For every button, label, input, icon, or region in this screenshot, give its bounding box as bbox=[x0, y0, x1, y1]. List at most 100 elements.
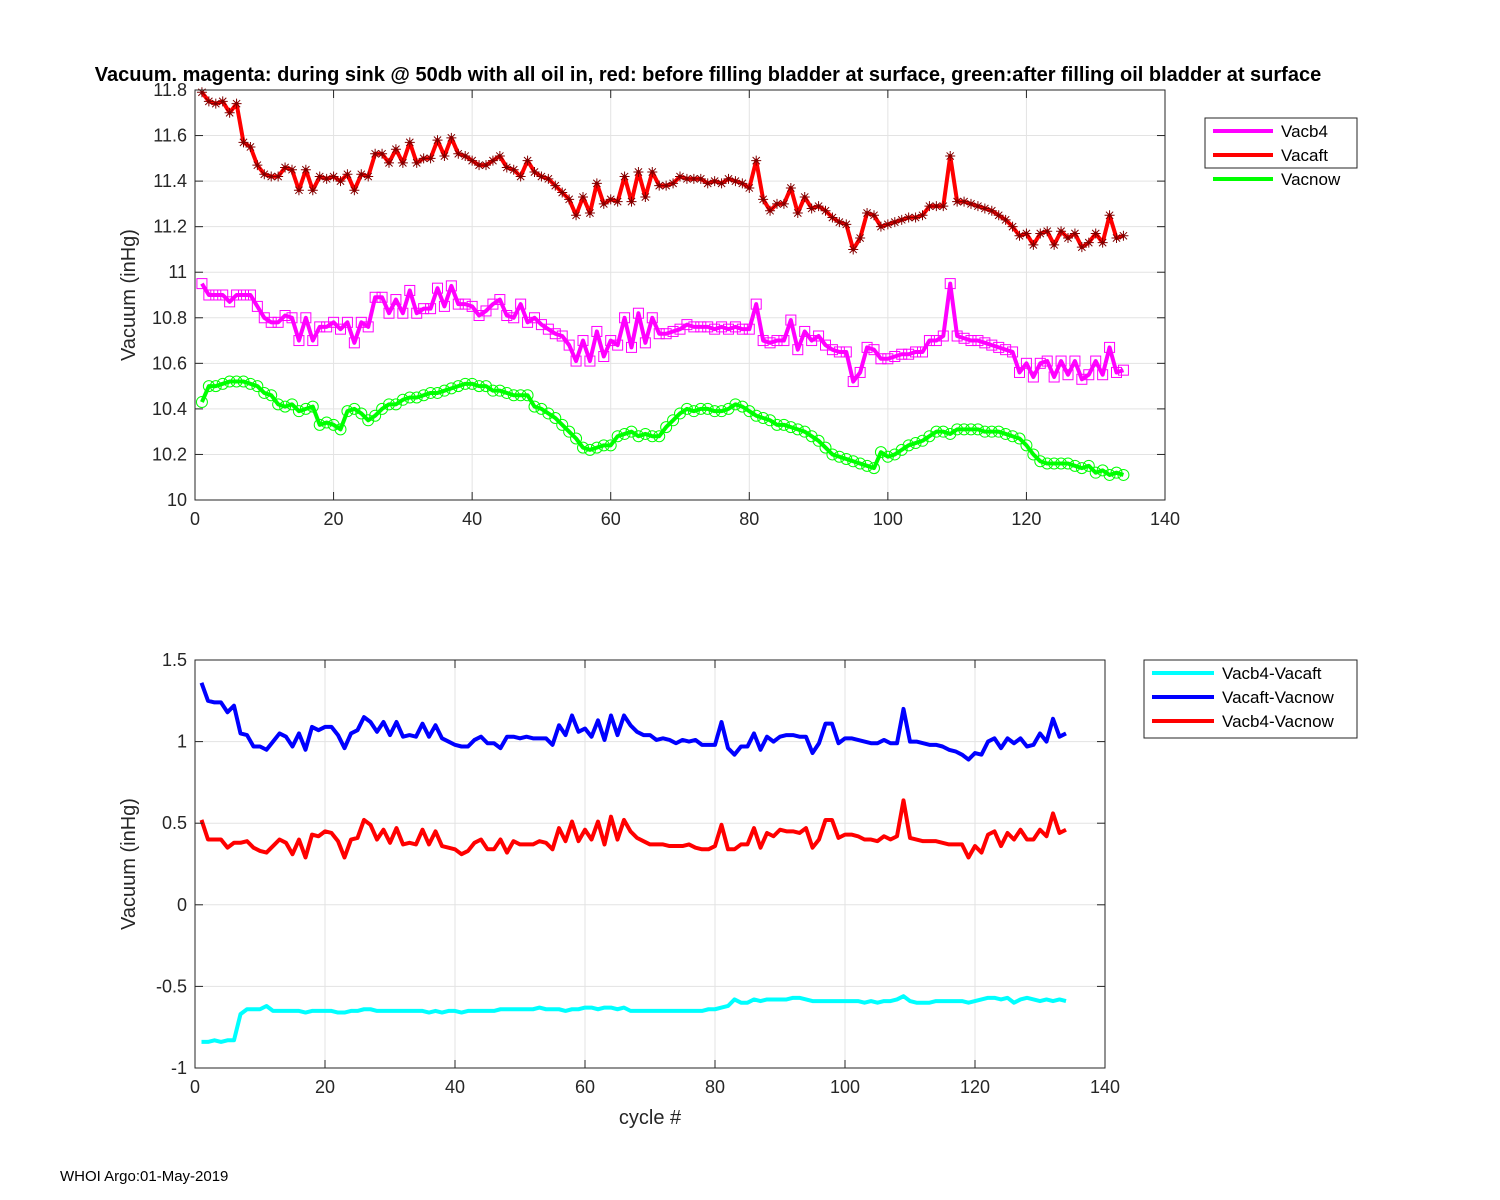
data-point bbox=[1055, 355, 1067, 367]
data-point bbox=[937, 330, 949, 342]
data-point bbox=[300, 312, 312, 324]
data-point bbox=[195, 396, 208, 409]
data-point bbox=[341, 316, 353, 328]
data-point bbox=[348, 402, 361, 415]
data-point bbox=[730, 176, 741, 187]
data-point bbox=[403, 391, 416, 404]
data-point bbox=[709, 176, 720, 187]
data-point bbox=[584, 355, 596, 367]
data-point bbox=[862, 208, 873, 218]
data-point bbox=[571, 210, 582, 221]
data-point bbox=[959, 196, 970, 207]
data-point bbox=[625, 425, 638, 438]
data-point bbox=[952, 196, 963, 207]
data-point bbox=[348, 337, 360, 349]
data-point bbox=[993, 341, 1005, 353]
data-point bbox=[938, 201, 949, 212]
data-point bbox=[1118, 230, 1129, 241]
data-point bbox=[397, 157, 408, 168]
data-point bbox=[937, 425, 950, 438]
data-point bbox=[474, 160, 485, 171]
data-point bbox=[231, 289, 243, 301]
data-point bbox=[514, 389, 527, 402]
data-point bbox=[923, 430, 936, 443]
data-point bbox=[500, 386, 513, 399]
series-Vacb4-Vacnow bbox=[199, 798, 1067, 860]
data-point bbox=[209, 380, 222, 393]
data-point bbox=[528, 400, 541, 413]
data-point bbox=[875, 353, 887, 365]
data-point bbox=[647, 167, 658, 177]
data-point bbox=[1055, 457, 1068, 470]
data-point bbox=[667, 325, 679, 337]
data-point bbox=[557, 187, 568, 198]
data-point bbox=[245, 141, 256, 152]
data-point bbox=[466, 300, 478, 312]
bottom-chart: 0 20 40 60 80 100 120 140 -1 -0.5 0 0.5 1 1.5 Vacuum (… bbox=[118, 650, 1358, 1129]
series-Vacnow bbox=[195, 375, 1130, 481]
data-point bbox=[757, 412, 770, 424]
data-point bbox=[549, 328, 561, 340]
data-point bbox=[286, 398, 298, 411]
top-chart: 0 20 40 60 80 100 120 140 10 10.2 10.4 10.6 10.8 11 11… bbox=[118, 80, 1358, 529]
data-point bbox=[293, 335, 305, 347]
x-tick-label: 20 bbox=[315, 1077, 335, 1097]
data-point bbox=[598, 351, 610, 362]
data-point bbox=[639, 427, 652, 440]
data-point bbox=[280, 162, 291, 173]
data-point bbox=[223, 375, 236, 388]
x-tick-label: 80 bbox=[705, 1077, 725, 1097]
data-point bbox=[736, 323, 748, 335]
data-point bbox=[327, 418, 340, 431]
data-point bbox=[903, 348, 915, 360]
data-point bbox=[791, 423, 804, 436]
data-point bbox=[584, 208, 595, 218]
y-tick-label: 10.2 bbox=[152, 444, 187, 464]
series-line-Vacb4 bbox=[200, 281, 1125, 384]
data-point bbox=[722, 402, 735, 415]
legend-label: Vacnow bbox=[1281, 170, 1341, 189]
series-Vacb4 bbox=[196, 278, 1129, 388]
data-point bbox=[266, 171, 277, 182]
data-point bbox=[231, 98, 242, 109]
data-point bbox=[687, 405, 700, 418]
data-point bbox=[404, 137, 415, 148]
data-point bbox=[1007, 221, 1018, 232]
data-point bbox=[362, 414, 375, 427]
data-point bbox=[1013, 432, 1026, 445]
data-point bbox=[1042, 226, 1053, 237]
data-point bbox=[611, 430, 624, 443]
data-point bbox=[342, 169, 353, 180]
legend-label: Vacb4-Vacnow bbox=[1222, 712, 1335, 731]
data-point bbox=[508, 312, 520, 324]
data-point bbox=[1076, 242, 1087, 253]
data-point bbox=[744, 182, 755, 193]
data-point bbox=[972, 201, 983, 212]
plot-area bbox=[195, 660, 1105, 1068]
data-point bbox=[486, 384, 499, 397]
data-point bbox=[819, 441, 832, 454]
data-point bbox=[203, 289, 215, 301]
data-point bbox=[1111, 366, 1122, 378]
data-point bbox=[487, 155, 498, 166]
data-point bbox=[737, 178, 748, 189]
data-point bbox=[702, 321, 714, 333]
data-point bbox=[903, 212, 914, 223]
data-point bbox=[792, 208, 803, 218]
data-point bbox=[529, 312, 540, 324]
data-point bbox=[751, 155, 762, 166]
data-point bbox=[944, 427, 957, 440]
data-point bbox=[383, 398, 395, 411]
data-point bbox=[439, 151, 450, 162]
data-point bbox=[854, 366, 866, 378]
data-point bbox=[840, 346, 852, 358]
y-tick-label: 10.8 bbox=[152, 308, 187, 328]
data-point bbox=[847, 455, 860, 468]
data-point bbox=[820, 205, 831, 216]
data-point bbox=[772, 198, 782, 209]
data-point bbox=[334, 423, 347, 436]
data-point bbox=[300, 164, 311, 175]
data-point bbox=[273, 171, 284, 182]
legend-box bbox=[1204, 117, 1358, 169]
data-point bbox=[356, 169, 367, 180]
